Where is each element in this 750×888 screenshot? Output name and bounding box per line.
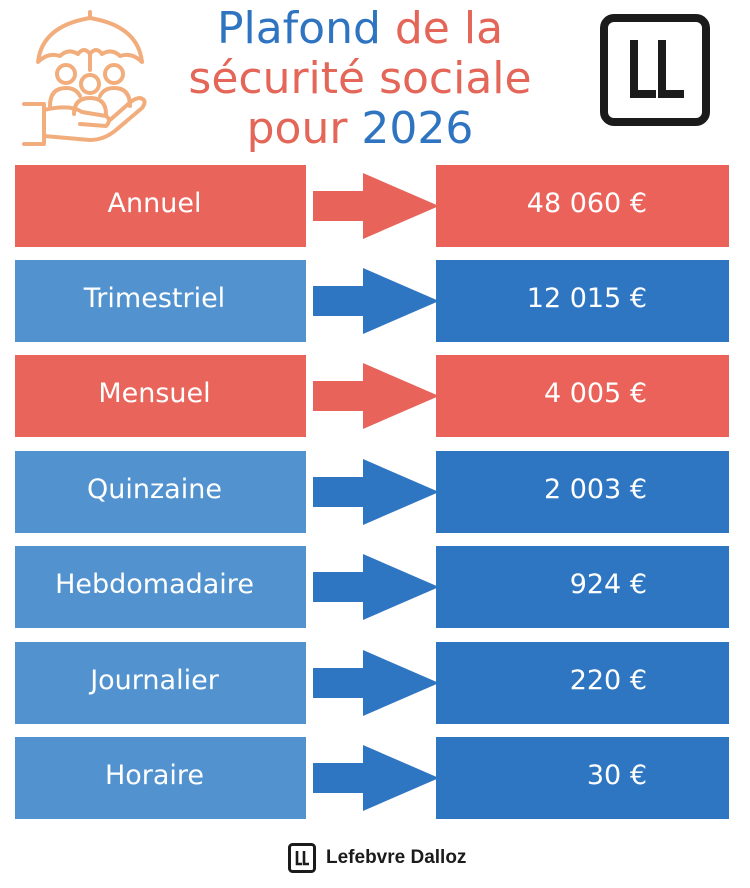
title-part: sécurité sociale [188, 53, 532, 104]
table-row: Annuel 48 060 € [15, 165, 730, 247]
lefebvre-dalloz-mark-icon [600, 14, 710, 126]
table-row: Journalier 220 € [15, 642, 730, 724]
arrow-right-icon [313, 363, 439, 429]
period-label-box: Horaire [15, 737, 306, 819]
period-label-box: Trimestriel [15, 260, 306, 342]
period-label: Journalier [90, 665, 219, 696]
ceiling-value: 12 015 € [526, 283, 647, 314]
period-label: Hebdomadaire [55, 569, 254, 600]
period-label: Mensuel [98, 378, 211, 409]
period-label: Horaire [104, 760, 205, 791]
footer-brand: Lefebvre Dalloz [288, 842, 466, 874]
umbrella-family-hand-icon [22, 10, 147, 146]
ceiling-value-box: 4 005 € [436, 355, 729, 437]
arrow-right-icon [313, 268, 439, 334]
title-part: pour [246, 103, 362, 154]
arrow-right-icon [313, 554, 439, 620]
lefebvre-dalloz-mark-icon [288, 843, 316, 873]
period-label-box: Hebdomadaire [15, 546, 306, 628]
ceiling-value-box: 2 003 € [436, 451, 729, 533]
page-title: Plafond de la sécurité sociale pour 2026 [150, 4, 570, 154]
title-part: de la [394, 3, 504, 54]
ceiling-value-box: 12 015 € [436, 260, 729, 342]
table-row: Mensuel 4 005 € [15, 355, 730, 437]
arrow-right-icon [313, 650, 439, 716]
ceiling-value-box: 220 € [436, 642, 729, 724]
period-label-box: Mensuel [15, 355, 306, 437]
table-row: Horaire 30 € [15, 737, 730, 819]
ceiling-value: 2 003 € [543, 474, 647, 505]
ceiling-value-box: 924 € [436, 546, 729, 628]
period-label: Trimestriel [83, 283, 226, 314]
ceiling-value-box: 30 € [436, 737, 729, 819]
title-part: 2026 [361, 103, 474, 154]
table-row: Trimestriel 12 015 € [15, 260, 730, 342]
table-row: Quinzaine 2 003 € [15, 451, 730, 533]
ceiling-value: 48 060 € [526, 188, 647, 219]
period-label-box: Journalier [15, 642, 306, 724]
table-row: Hebdomadaire 924 € [15, 546, 730, 628]
period-label-box: Annuel [15, 165, 306, 247]
period-label: Annuel [107, 188, 202, 219]
ceiling-value: 30 € [586, 760, 647, 791]
ceiling-value: 4 005 € [543, 378, 647, 409]
arrow-right-icon [313, 459, 439, 525]
ceiling-value: 924 € [569, 569, 647, 600]
period-label-box: Quinzaine [15, 451, 306, 533]
ceiling-value-box: 48 060 € [436, 165, 729, 247]
arrow-right-icon [313, 745, 439, 811]
title-part: Plafond [216, 3, 395, 54]
arrow-right-icon [313, 173, 439, 239]
ceiling-value: 220 € [569, 665, 647, 696]
period-label: Quinzaine [87, 474, 222, 505]
footer-brand-name: Lefebvre Dalloz [326, 847, 467, 868]
